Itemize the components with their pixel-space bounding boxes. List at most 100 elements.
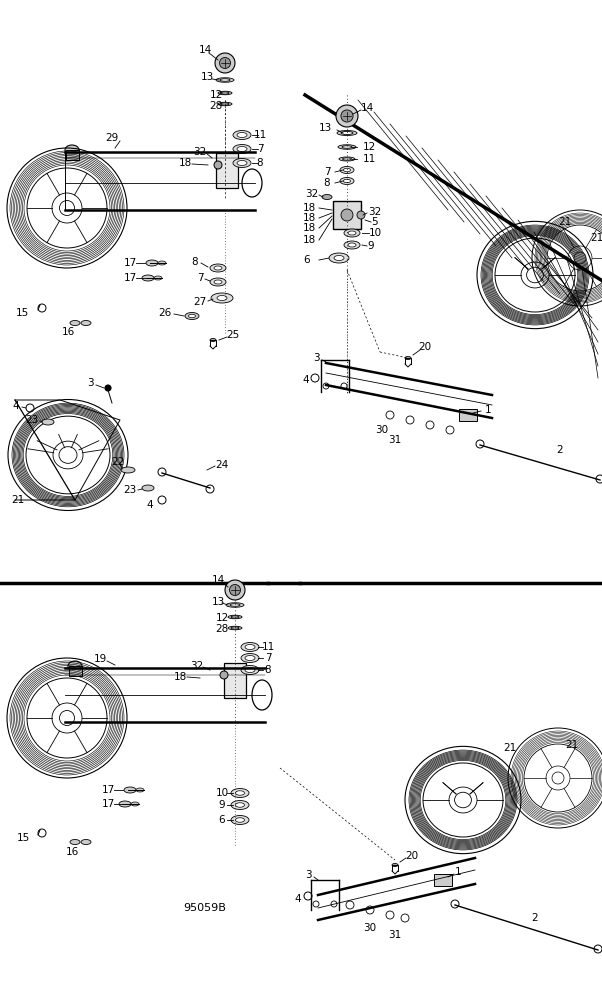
Ellipse shape: [334, 256, 344, 260]
Text: 7: 7: [324, 167, 330, 177]
Ellipse shape: [245, 645, 255, 650]
Text: 16: 16: [66, 847, 79, 857]
Ellipse shape: [241, 654, 259, 663]
Text: 3: 3: [87, 378, 93, 388]
Text: 2: 2: [557, 445, 563, 455]
Text: 18: 18: [302, 235, 315, 245]
Circle shape: [229, 585, 241, 596]
Ellipse shape: [188, 315, 196, 318]
Text: 28: 28: [209, 101, 223, 111]
Ellipse shape: [245, 656, 255, 661]
Text: 18: 18: [173, 672, 187, 682]
Text: 30: 30: [364, 923, 377, 933]
Ellipse shape: [235, 790, 244, 795]
Ellipse shape: [405, 357, 411, 360]
Text: 18: 18: [302, 213, 315, 223]
Ellipse shape: [70, 320, 80, 325]
Text: 14: 14: [199, 45, 212, 55]
Text: 22: 22: [111, 457, 125, 467]
Text: 32: 32: [305, 189, 318, 199]
Ellipse shape: [341, 132, 353, 135]
Ellipse shape: [70, 839, 80, 844]
Text: 16: 16: [61, 327, 75, 337]
Ellipse shape: [237, 133, 247, 138]
Ellipse shape: [241, 643, 259, 652]
Ellipse shape: [42, 419, 54, 425]
Ellipse shape: [242, 169, 262, 197]
Ellipse shape: [337, 131, 357, 136]
Text: 31: 31: [388, 435, 402, 445]
Ellipse shape: [235, 818, 244, 822]
Text: 14: 14: [211, 575, 225, 585]
Text: 4: 4: [303, 375, 309, 385]
Ellipse shape: [231, 627, 239, 629]
Ellipse shape: [216, 78, 234, 83]
Ellipse shape: [344, 168, 350, 172]
Ellipse shape: [210, 278, 226, 286]
Text: 29: 29: [105, 133, 119, 143]
Ellipse shape: [392, 863, 398, 866]
Ellipse shape: [342, 145, 352, 148]
Text: 4: 4: [147, 500, 154, 510]
Text: 8: 8: [324, 178, 330, 188]
Ellipse shape: [237, 146, 247, 151]
Text: 4: 4: [295, 894, 302, 904]
Circle shape: [336, 105, 358, 127]
Ellipse shape: [81, 839, 91, 844]
Text: 11: 11: [261, 642, 275, 652]
Text: 13: 13: [200, 72, 214, 82]
Text: 1: 1: [485, 405, 491, 415]
Text: 12: 12: [362, 142, 376, 152]
Ellipse shape: [221, 92, 229, 94]
Bar: [333, 201, 361, 229]
Text: 31: 31: [388, 930, 402, 940]
Text: 32: 32: [368, 207, 382, 217]
Text: 7: 7: [197, 273, 203, 283]
Ellipse shape: [344, 229, 360, 237]
Ellipse shape: [348, 243, 356, 247]
Text: 5: 5: [371, 217, 378, 227]
Ellipse shape: [329, 253, 349, 263]
Text: 21: 21: [11, 495, 25, 505]
Ellipse shape: [344, 179, 350, 183]
Ellipse shape: [231, 816, 249, 825]
Circle shape: [220, 57, 231, 69]
Ellipse shape: [233, 158, 251, 167]
Text: 25: 25: [226, 330, 240, 340]
Text: 20: 20: [405, 851, 418, 861]
Text: 9: 9: [368, 241, 374, 251]
Bar: [224, 663, 246, 698]
Text: 17: 17: [123, 273, 137, 283]
Text: 27: 27: [193, 297, 206, 307]
Text: 15: 15: [16, 308, 29, 318]
Text: 17: 17: [101, 785, 114, 795]
Ellipse shape: [210, 264, 226, 272]
Text: 9: 9: [219, 800, 225, 810]
Bar: [459, 409, 477, 421]
Ellipse shape: [228, 615, 242, 618]
Ellipse shape: [217, 296, 227, 301]
Ellipse shape: [218, 102, 232, 106]
Text: 17: 17: [101, 799, 114, 809]
Ellipse shape: [121, 467, 135, 473]
Ellipse shape: [226, 603, 244, 607]
Ellipse shape: [221, 103, 229, 105]
Ellipse shape: [211, 293, 233, 303]
Ellipse shape: [252, 680, 272, 710]
Ellipse shape: [231, 788, 249, 797]
Ellipse shape: [185, 313, 199, 319]
Ellipse shape: [237, 160, 247, 165]
Ellipse shape: [233, 145, 251, 153]
Ellipse shape: [218, 91, 232, 94]
Circle shape: [220, 671, 228, 679]
Ellipse shape: [344, 241, 360, 249]
Ellipse shape: [220, 79, 230, 82]
Circle shape: [214, 161, 222, 169]
Bar: [69, 666, 81, 676]
Text: 24: 24: [216, 460, 229, 470]
Text: 1: 1: [455, 867, 461, 877]
Text: 23: 23: [25, 415, 39, 425]
Bar: [434, 874, 452, 886]
Text: 30: 30: [376, 425, 388, 435]
Ellipse shape: [340, 166, 354, 174]
